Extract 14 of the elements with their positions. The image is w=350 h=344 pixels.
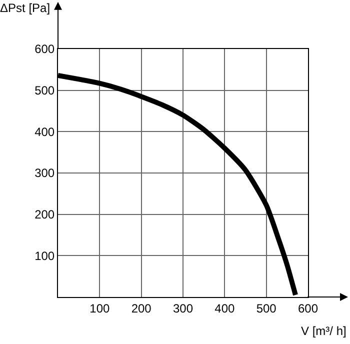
x-axis-title: V [m³/ h] <box>301 324 346 338</box>
y-tick-label: 400 <box>34 124 55 139</box>
x-tick-label: 100 <box>90 301 110 316</box>
x-tick-label: 300 <box>172 301 194 316</box>
x-tick-label: 500 <box>256 301 277 316</box>
x-tick-label: 400 <box>214 301 235 316</box>
x-tick-label: 600 <box>298 301 318 316</box>
x-tick-label: 200 <box>131 301 152 316</box>
y-tick-label: 300 <box>34 166 55 180</box>
y-tick-label: 500 <box>34 84 55 98</box>
y-tick-label: 600 <box>34 42 55 56</box>
y-axis-title: ΔPst [Pa] <box>0 1 50 15</box>
y-tick-label: 100 <box>34 248 55 263</box>
y-tick-label: 200 <box>34 208 55 222</box>
